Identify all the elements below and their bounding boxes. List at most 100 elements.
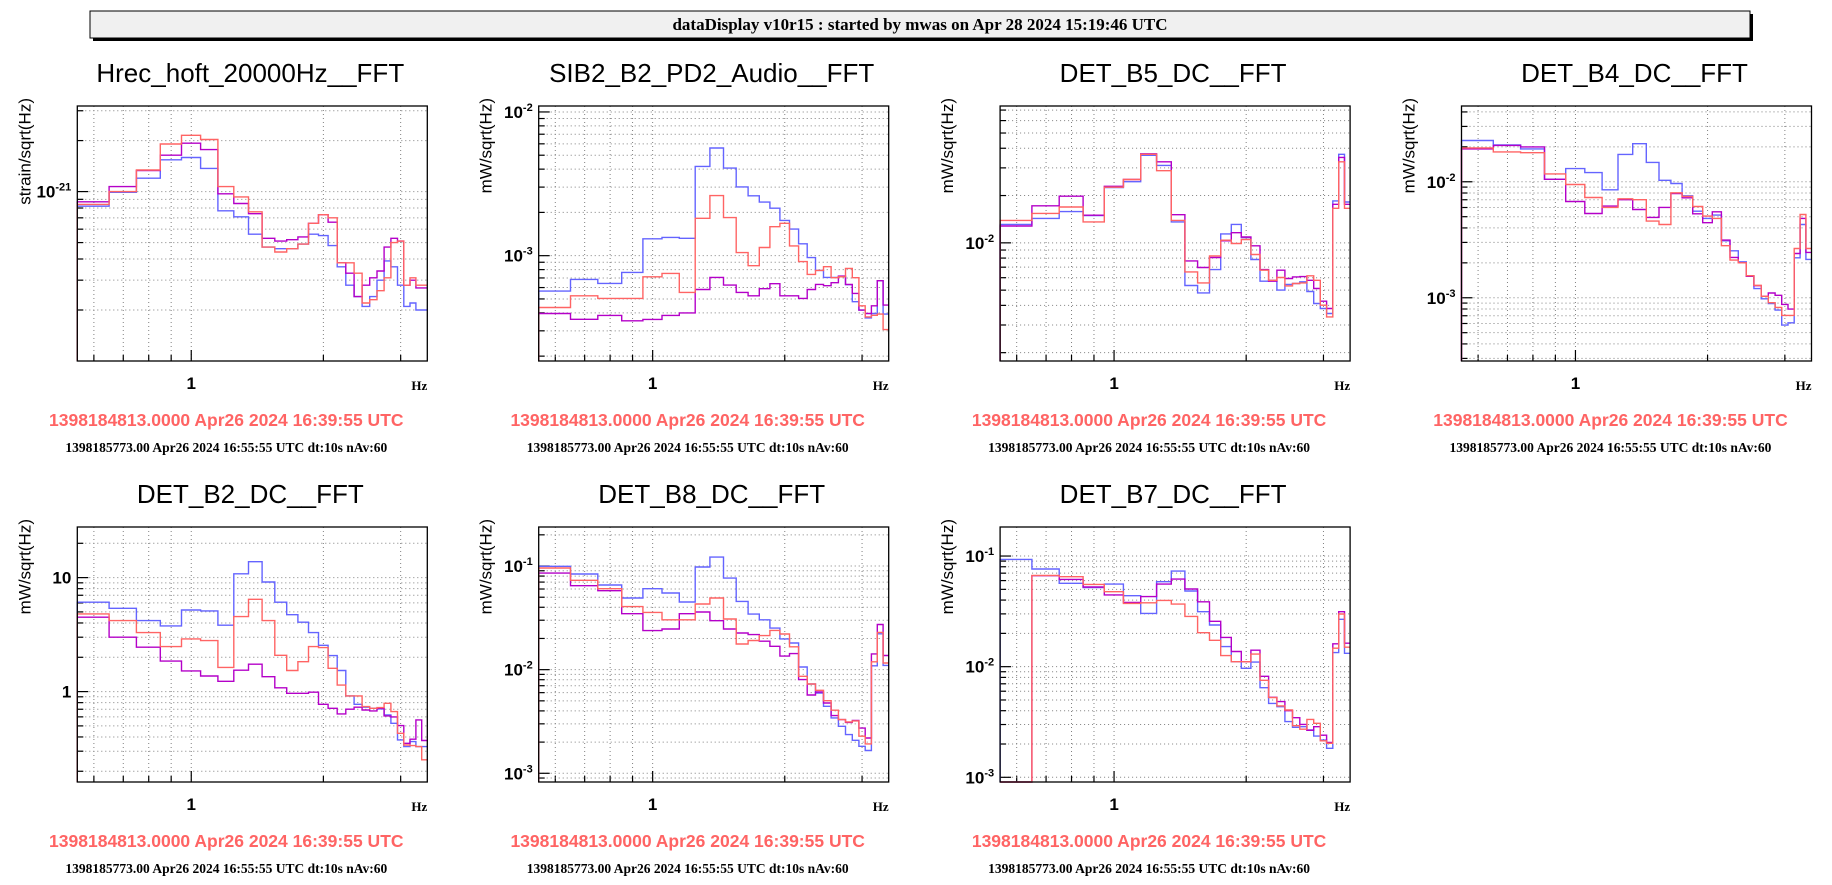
x-tick-label: 1 bbox=[1109, 374, 1118, 393]
x-tick-label: 1 bbox=[648, 374, 657, 393]
averaging-info-label: 1398185773.00 Apr26 2024 16:55:55 UTC dt… bbox=[65, 861, 387, 876]
header-box bbox=[89, 10, 1751, 39]
y-tick-base: 1 bbox=[62, 683, 71, 702]
header-bar: dataDisplay v10r15 : started by mwas on … bbox=[89, 10, 1753, 41]
x-gridlines bbox=[93, 106, 402, 361]
averaging-info-label: 1398185773.00 Apr26 2024 16:55:55 UTC dt… bbox=[1450, 440, 1772, 455]
y-tick-base: 10 bbox=[965, 658, 984, 677]
x-unit-label: Hz bbox=[1334, 799, 1350, 814]
plot-panel-5: DET_B2_DC__FFT mW/sqrt(Hz) 10 1 1 Hz 139818481… bbox=[15, 479, 428, 876]
y-gridlines bbox=[1000, 555, 1351, 778]
x-tick-label: 1 bbox=[1571, 374, 1580, 393]
series-line-purple bbox=[1460, 144, 1812, 361]
y-tick-exponent: -3 bbox=[523, 763, 533, 775]
series-line-blue bbox=[1460, 139, 1812, 361]
y-gridlines bbox=[77, 542, 428, 772]
y-tick-exponent: -3 bbox=[984, 767, 994, 779]
series-line-blue bbox=[538, 556, 889, 782]
y-tick-base: 10 bbox=[36, 183, 55, 202]
y-gridlines bbox=[1000, 109, 1351, 354]
x-tick-label: 1 bbox=[648, 795, 657, 814]
x-unit-label: Hz bbox=[411, 378, 427, 393]
y-tick-base: 10 bbox=[504, 661, 523, 680]
plot-title: SIB2_B2_PD2_Audio__FFT bbox=[549, 58, 874, 88]
start-time-label: 1398184813.0000 Apr26 2024 16:39:55 UTC bbox=[49, 410, 404, 430]
y-tick-label: 10-3 bbox=[965, 767, 994, 787]
series-line-purple bbox=[76, 142, 428, 361]
series-line-purple bbox=[538, 572, 889, 782]
y-tick-label: 10-2 bbox=[504, 660, 533, 680]
y-tick-label: 10-3 bbox=[504, 246, 533, 266]
plot-title: Hrec_hoft_20000Hz__FFT bbox=[96, 58, 404, 88]
y-gridlines bbox=[77, 110, 428, 311]
y-tick-label: 10-2 bbox=[504, 102, 533, 122]
y-tick-exponent: -2 bbox=[984, 233, 994, 245]
plot-title: DET_B7_DC__FFT bbox=[1060, 479, 1287, 509]
plot-title: DET_B2_DC__FFT bbox=[137, 479, 364, 509]
y-tick-base: 10 bbox=[52, 569, 71, 588]
x-gridlines bbox=[1016, 106, 1325, 361]
y-axis-label: mW/sqrt(Hz) bbox=[1400, 98, 1419, 193]
y-tick-label: 10-21 bbox=[36, 182, 71, 202]
series-line-red bbox=[538, 194, 889, 361]
y-tick-exponent: -2 bbox=[523, 102, 533, 114]
averaging-info-label: 1398185773.00 Apr26 2024 16:55:55 UTC dt… bbox=[988, 440, 1310, 455]
series-line-purple bbox=[76, 616, 428, 782]
x-gridlines bbox=[1477, 106, 1786, 361]
averaging-info-label: 1398185773.00 Apr26 2024 16:55:55 UTC dt… bbox=[65, 440, 387, 455]
x-unit-label: Hz bbox=[411, 799, 427, 814]
y-tick-exponent: -2 bbox=[523, 660, 533, 672]
y-tick-base: 10 bbox=[504, 764, 523, 783]
plot-panel-1: Hrec_hoft_20000Hz__FFT strain/sqrt(Hz) 10-… bbox=[15, 58, 428, 455]
start-time-label: 1398184813.0000 Apr26 2024 16:39:55 UTC bbox=[1433, 410, 1788, 430]
start-time-label: 1398184813.0000 Apr26 2024 16:39:55 UTC bbox=[510, 410, 865, 430]
plot-title: DET_B8_DC__FFT bbox=[598, 479, 825, 509]
header-title: dataDisplay v10r15 : started by mwas on … bbox=[672, 15, 1167, 34]
y-tick-base: 10 bbox=[1427, 289, 1446, 308]
series-line-red bbox=[1460, 147, 1812, 361]
series-line-blue bbox=[538, 147, 889, 361]
y-gridlines bbox=[1461, 111, 1812, 360]
y-tick-base: 10 bbox=[965, 547, 984, 566]
y-tick-label: 10-1 bbox=[504, 556, 533, 576]
plot-frame bbox=[538, 526, 890, 783]
y-tick-base: 10 bbox=[504, 103, 523, 122]
averaging-info-label: 1398185773.00 Apr26 2024 16:55:55 UTC dt… bbox=[527, 861, 849, 876]
y-gridlines bbox=[538, 534, 889, 779]
y-axis-label: mW/sqrt(Hz) bbox=[477, 98, 496, 193]
plot-frame bbox=[538, 105, 890, 362]
y-tick-base: 10 bbox=[1427, 173, 1446, 192]
y-tick-base: 10 bbox=[504, 247, 523, 266]
plot-frame bbox=[1460, 105, 1813, 362]
x-unit-label: Hz bbox=[873, 378, 889, 393]
y-tick-label: 10-3 bbox=[1427, 288, 1456, 308]
series-line-red bbox=[999, 153, 1351, 361]
y-axis-label: mW/sqrt(Hz) bbox=[15, 519, 34, 614]
y-axis-label: mW/sqrt(Hz) bbox=[938, 519, 957, 614]
series-line-purple bbox=[1000, 575, 1351, 783]
plot-frame bbox=[76, 105, 428, 362]
series-line-blue bbox=[999, 558, 1351, 782]
series-line-blue bbox=[76, 156, 428, 361]
y-gridlines bbox=[538, 111, 889, 357]
y-tick-label: 10-2 bbox=[965, 657, 994, 677]
y-tick-exponent: -3 bbox=[1446, 288, 1456, 300]
y-tick-label: 10-2 bbox=[965, 233, 994, 253]
series-line-red bbox=[538, 567, 889, 782]
y-tick-label: 1 bbox=[62, 683, 71, 702]
x-unit-label: Hz bbox=[1796, 378, 1812, 393]
averaging-info-label: 1398185773.00 Apr26 2024 16:55:55 UTC dt… bbox=[988, 861, 1310, 876]
y-tick-label: 10 bbox=[52, 569, 71, 588]
series-line-purple bbox=[538, 275, 889, 361]
y-axis-label: strain/sqrt(Hz) bbox=[15, 98, 34, 205]
x-gridlines bbox=[554, 527, 863, 782]
x-tick-label: 1 bbox=[187, 795, 196, 814]
y-tick-exponent: -1 bbox=[523, 556, 533, 568]
y-tick-label: 10-1 bbox=[965, 546, 994, 566]
y-tick-exponent: -1 bbox=[984, 546, 994, 558]
plot-title: DET_B5_DC__FFT bbox=[1060, 58, 1287, 88]
